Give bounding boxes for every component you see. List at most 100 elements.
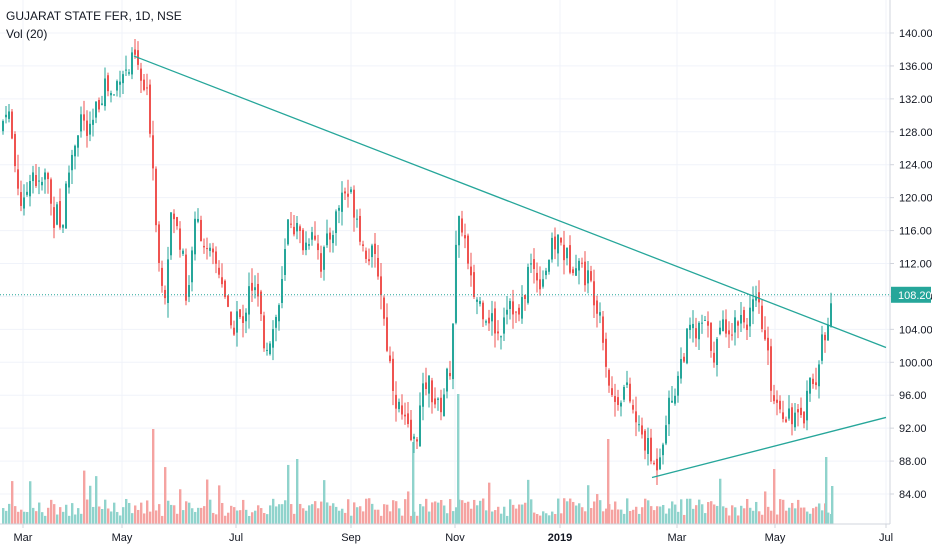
volume-title[interactable]: Vol (20) bbox=[6, 27, 48, 41]
volume-bar bbox=[44, 515, 47, 524]
candle-body bbox=[410, 419, 412, 441]
candle-body bbox=[557, 234, 559, 254]
volume-bar bbox=[533, 512, 536, 524]
candle-body bbox=[404, 414, 406, 417]
candle-body bbox=[371, 245, 373, 258]
candle-body bbox=[536, 272, 538, 281]
volume-bar bbox=[59, 507, 62, 524]
candle-body bbox=[665, 425, 667, 444]
candle-body bbox=[206, 248, 208, 250]
volume-bar bbox=[704, 513, 707, 524]
volume-bar bbox=[710, 501, 713, 524]
y-tick-label: 112.00 bbox=[899, 259, 932, 271]
volume-bar bbox=[515, 508, 518, 524]
volume-bar bbox=[683, 514, 686, 524]
y-tick-label: 140.00 bbox=[899, 28, 932, 40]
candle-body bbox=[422, 383, 424, 407]
candle-body bbox=[341, 192, 343, 212]
volume-bar bbox=[386, 504, 389, 524]
candle-body bbox=[143, 79, 145, 90]
volume-bar bbox=[620, 509, 623, 524]
candle-body bbox=[305, 242, 307, 251]
time-axis[interactable]: Mar May Jul Sep Nov 2019 Mar May Jul bbox=[14, 524, 894, 544]
volume-bar bbox=[623, 513, 626, 524]
volume-bar bbox=[401, 515, 404, 524]
candle-body bbox=[443, 394, 445, 417]
volume-bar bbox=[590, 508, 593, 524]
volume-bar bbox=[311, 504, 314, 524]
candle-body bbox=[638, 424, 640, 426]
candle-body bbox=[44, 172, 46, 180]
candle-body bbox=[734, 317, 736, 333]
trendlines[interactable] bbox=[133, 55, 887, 479]
trendline[interactable] bbox=[651, 416, 887, 479]
volume-bar bbox=[677, 511, 680, 524]
volume-bar bbox=[659, 506, 662, 524]
volume-bar bbox=[779, 499, 782, 524]
volume-bar bbox=[191, 508, 194, 524]
volume-bar bbox=[269, 505, 272, 524]
trendline[interactable] bbox=[133, 55, 887, 349]
volume-bar bbox=[179, 489, 182, 524]
volume-bar bbox=[302, 508, 305, 524]
candle-body bbox=[41, 181, 43, 186]
last-price-tag: 108.20 bbox=[891, 286, 932, 303]
candle-body bbox=[83, 114, 85, 121]
volume-bar bbox=[452, 511, 455, 524]
candle-body bbox=[620, 402, 622, 407]
candle-body bbox=[434, 398, 436, 405]
last-price-tag-text: 108.20 bbox=[898, 290, 932, 302]
volume-bar bbox=[347, 499, 350, 524]
candle-body bbox=[575, 268, 577, 276]
candle-body bbox=[803, 411, 805, 424]
candle-body bbox=[38, 180, 40, 182]
candle-body bbox=[275, 316, 277, 328]
volume-bar bbox=[599, 500, 602, 524]
symbol-title[interactable]: GUJARAT STATE FER, 1D, NSE bbox=[6, 9, 182, 23]
volume-bar bbox=[470, 508, 473, 524]
y-tick-label: 124.00 bbox=[899, 160, 932, 172]
volume-bar bbox=[716, 505, 719, 524]
volume-bar bbox=[416, 515, 419, 524]
candle-body bbox=[146, 87, 148, 89]
candle-body bbox=[236, 311, 238, 333]
volume-bar bbox=[521, 504, 524, 524]
volume-bar bbox=[530, 499, 533, 524]
volume-bar bbox=[380, 515, 383, 524]
candle-body bbox=[644, 430, 646, 451]
x-tick-label: Mar bbox=[668, 532, 687, 544]
price-axis[interactable]: 84.0088.0092.0096.00100.00104.00108.0011… bbox=[890, 28, 932, 501]
candle-body bbox=[179, 228, 181, 250]
candle-body bbox=[383, 297, 385, 319]
candle-body bbox=[719, 327, 721, 335]
candle-body bbox=[377, 257, 379, 277]
candle-body bbox=[446, 368, 448, 392]
volume-bar bbox=[473, 499, 476, 524]
candle-body bbox=[326, 233, 328, 246]
candle-body bbox=[317, 243, 319, 251]
x-tick-label: Sep bbox=[341, 532, 361, 544]
gridlines bbox=[0, 0, 890, 524]
volume-bar bbox=[47, 507, 50, 524]
candle-body bbox=[335, 211, 337, 234]
candle-body bbox=[407, 413, 409, 425]
candle-body bbox=[344, 191, 346, 194]
volume-bar bbox=[272, 498, 275, 524]
candle-body bbox=[260, 291, 262, 315]
volume-bar bbox=[353, 502, 356, 524]
volume-bar bbox=[368, 498, 371, 524]
candle-body bbox=[173, 213, 175, 220]
candle-body bbox=[245, 312, 247, 322]
volume-bar bbox=[680, 499, 683, 524]
volume-bar bbox=[713, 504, 716, 524]
volume-bar bbox=[761, 514, 764, 524]
volume-bar bbox=[566, 501, 569, 524]
candle-body bbox=[428, 375, 430, 394]
candle-body bbox=[722, 319, 724, 332]
candle-body bbox=[740, 314, 742, 324]
candle-body bbox=[323, 246, 325, 270]
candle-body bbox=[14, 134, 16, 167]
candle-body bbox=[272, 329, 274, 348]
volume-bar bbox=[797, 499, 800, 524]
